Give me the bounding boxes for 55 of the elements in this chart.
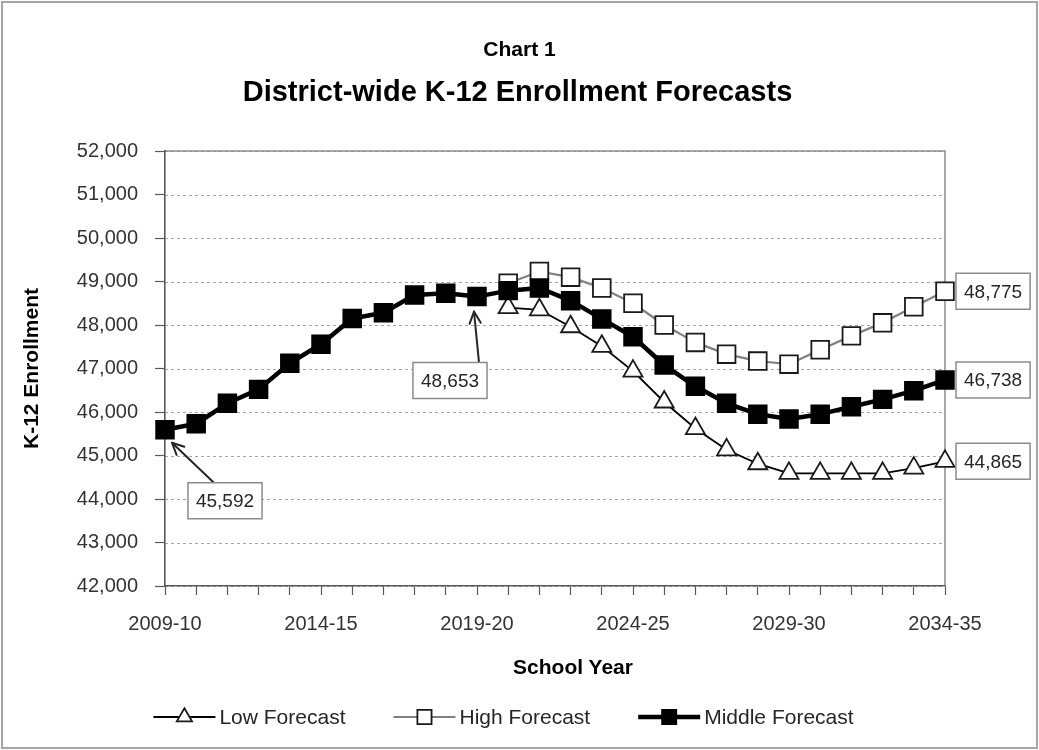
chart-subtitle: District-wide K-12 Enrollment Forecasts <box>242 75 793 107</box>
y-tick-label: 49,000 <box>76 269 138 292</box>
point <box>623 327 643 347</box>
point <box>560 290 581 311</box>
legend-label: Low Forecast <box>219 704 346 728</box>
legend-label: High Forecast <box>459 704 591 728</box>
point <box>904 380 924 401</box>
data-label: 46,738 <box>963 369 1023 391</box>
y-axis-title: K-12 Enrollment <box>18 287 42 450</box>
point <box>779 409 799 429</box>
point <box>373 303 394 323</box>
data-label: 48,775 <box>963 280 1023 302</box>
y-tick-label: 52,000 <box>76 138 138 161</box>
point <box>529 278 550 298</box>
data-label: 48,653 <box>420 369 480 391</box>
y-tick-label: 50,000 <box>76 225 138 248</box>
point <box>592 309 612 329</box>
x-tick-label: 2019-20 <box>440 611 514 634</box>
chart-title: Chart 1 <box>483 36 556 60</box>
point <box>342 308 362 329</box>
x-tick-label: 2009-10 <box>128 611 202 634</box>
y-tick-label: 44,000 <box>76 486 138 509</box>
y-tick-label: 45,000 <box>76 443 138 466</box>
point <box>685 376 706 397</box>
point <box>155 420 175 440</box>
legend-label: Middle Forecast <box>704 704 854 728</box>
x-tick-label: 2024-25 <box>596 611 670 634</box>
point <box>841 397 862 417</box>
point <box>872 389 893 410</box>
point <box>436 283 456 303</box>
point <box>186 414 206 434</box>
point <box>280 353 300 374</box>
x-tick-label: 2034-35 <box>908 611 982 634</box>
point <box>716 393 737 414</box>
point <box>935 370 955 390</box>
y-tick-label: 47,000 <box>76 356 138 379</box>
point <box>311 334 331 354</box>
y-tick-label: 43,000 <box>76 530 138 553</box>
y-tick-label: 42,000 <box>76 573 138 596</box>
y-tick-label: 46,000 <box>76 399 138 422</box>
x-tick-label: 2014-15 <box>284 611 358 634</box>
x-axis-title: School Year <box>513 654 633 678</box>
x-tick-label: 2029-30 <box>752 611 826 634</box>
y-tick-label: 48,000 <box>76 312 138 335</box>
point <box>217 393 238 414</box>
data-label: 45,592 <box>195 489 255 511</box>
point <box>654 355 674 375</box>
point <box>810 404 830 424</box>
point <box>498 280 518 301</box>
y-tick-label: 51,000 <box>76 182 138 205</box>
data-label: 44,865 <box>963 450 1023 472</box>
point <box>248 379 269 400</box>
point <box>748 404 768 424</box>
point <box>404 285 425 305</box>
point <box>467 286 487 307</box>
